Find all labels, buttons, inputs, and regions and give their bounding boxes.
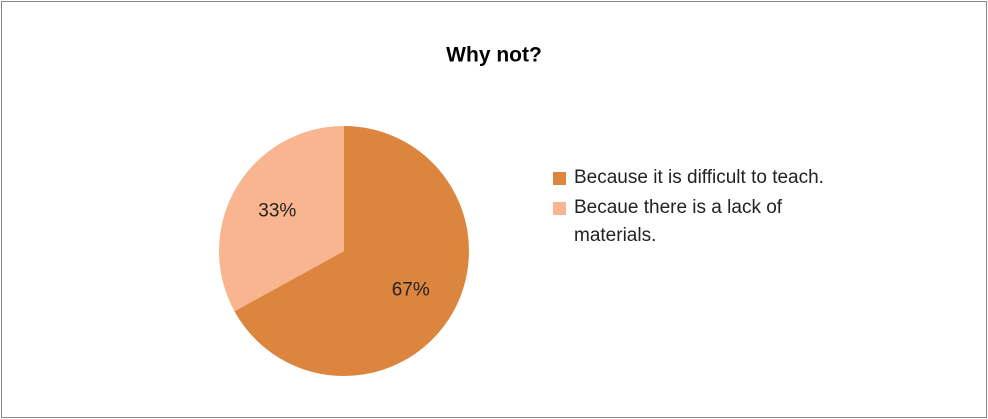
data-label: 67% [392, 279, 430, 300]
pie-slice [218, 125, 344, 312]
legend-item: Because it is difficult to teach. [553, 164, 843, 192]
pie-slice [234, 126, 470, 377]
data-label: 33% [258, 201, 296, 222]
legend-swatch [553, 172, 566, 185]
legend-label: Because it is difficult to teach. [574, 167, 824, 188]
legend-label: Becaue there is a lack of materials. [574, 197, 783, 246]
legend: Because it is difficult to teach. Becaue … [553, 164, 843, 252]
legend-swatch [553, 202, 566, 215]
chart-title: Why not? [446, 44, 542, 67]
legend-item: Becaue there is a lack of materials. [553, 194, 843, 250]
